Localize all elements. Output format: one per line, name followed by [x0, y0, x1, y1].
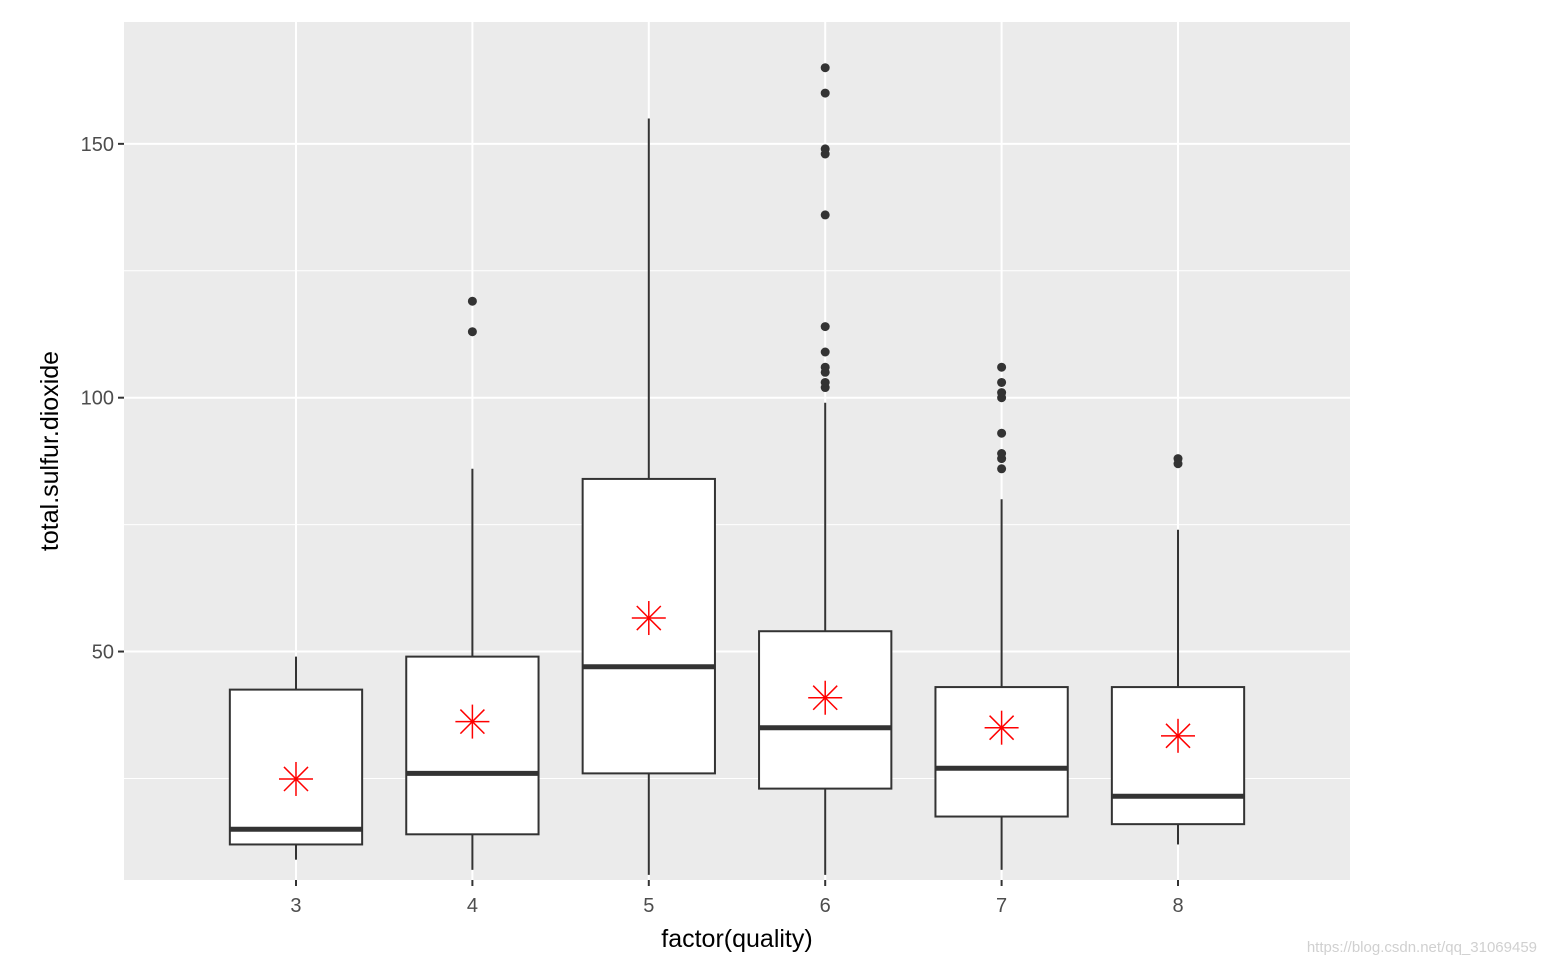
box-group-6	[758, 63, 893, 875]
y-tick-label: 100	[81, 388, 114, 410]
mean-marker	[631, 601, 666, 636]
box-group-3	[228, 656, 364, 860]
y-axis: 50 100 150	[81, 134, 124, 664]
outlier-point	[820, 377, 830, 387]
box	[934, 686, 1069, 818]
mean-marker-stroke	[283, 766, 309, 792]
outlier-point	[997, 377, 1007, 387]
mean-marker	[808, 680, 843, 715]
box	[405, 655, 540, 836]
mean-marker-stroke	[812, 685, 838, 711]
mean-marker	[455, 704, 490, 739]
y-tick-label: 150	[81, 134, 114, 156]
mean-marker-stroke	[636, 605, 662, 631]
mean-marker	[278, 761, 313, 796]
mean-marker	[984, 710, 1019, 745]
x-tick-label: 8	[1172, 895, 1183, 917]
outlier-point	[467, 327, 477, 337]
y-axis-title: total.sulfur.dioxide	[36, 351, 64, 551]
outlier-point	[820, 210, 830, 220]
outlier-point	[997, 449, 1007, 459]
watermark: https://blog.csdn.net/qq_31069459	[1306, 939, 1537, 956]
x-tick-label: 4	[467, 895, 478, 917]
box-group-8	[1110, 454, 1246, 845]
outlier-point	[820, 63, 830, 73]
outlier-point	[820, 88, 830, 98]
outlier-point	[997, 388, 1007, 398]
box-series	[228, 63, 1246, 875]
mean-marker-stroke	[989, 715, 1015, 741]
x-tick-label: 5	[643, 895, 654, 917]
outlier-point	[820, 144, 830, 154]
mean-marker-stroke	[459, 709, 485, 735]
outlier-point	[467, 296, 477, 306]
x-tick-label: 6	[820, 895, 831, 917]
outlier-point	[820, 362, 830, 372]
box-group-7	[934, 362, 1069, 870]
box	[1110, 686, 1246, 826]
outlier-point	[997, 464, 1007, 474]
outlier-point	[820, 322, 830, 332]
box-group-4	[405, 296, 540, 870]
y-tick-label: 50	[92, 642, 114, 664]
outlier-point	[997, 362, 1007, 372]
outlier-point	[997, 428, 1007, 438]
mean-marker	[1161, 718, 1196, 753]
x-axis-title: factor(quality)	[661, 925, 812, 953]
box-group-5	[581, 118, 716, 875]
mean-marker-stroke	[1165, 723, 1191, 749]
x-tick-label: 7	[996, 895, 1007, 917]
x-axis: 3 4 5 6 7 8	[290, 880, 1184, 917]
outlier-point	[1173, 454, 1183, 464]
outlier-point	[820, 347, 830, 357]
x-tick-label: 3	[290, 895, 301, 917]
